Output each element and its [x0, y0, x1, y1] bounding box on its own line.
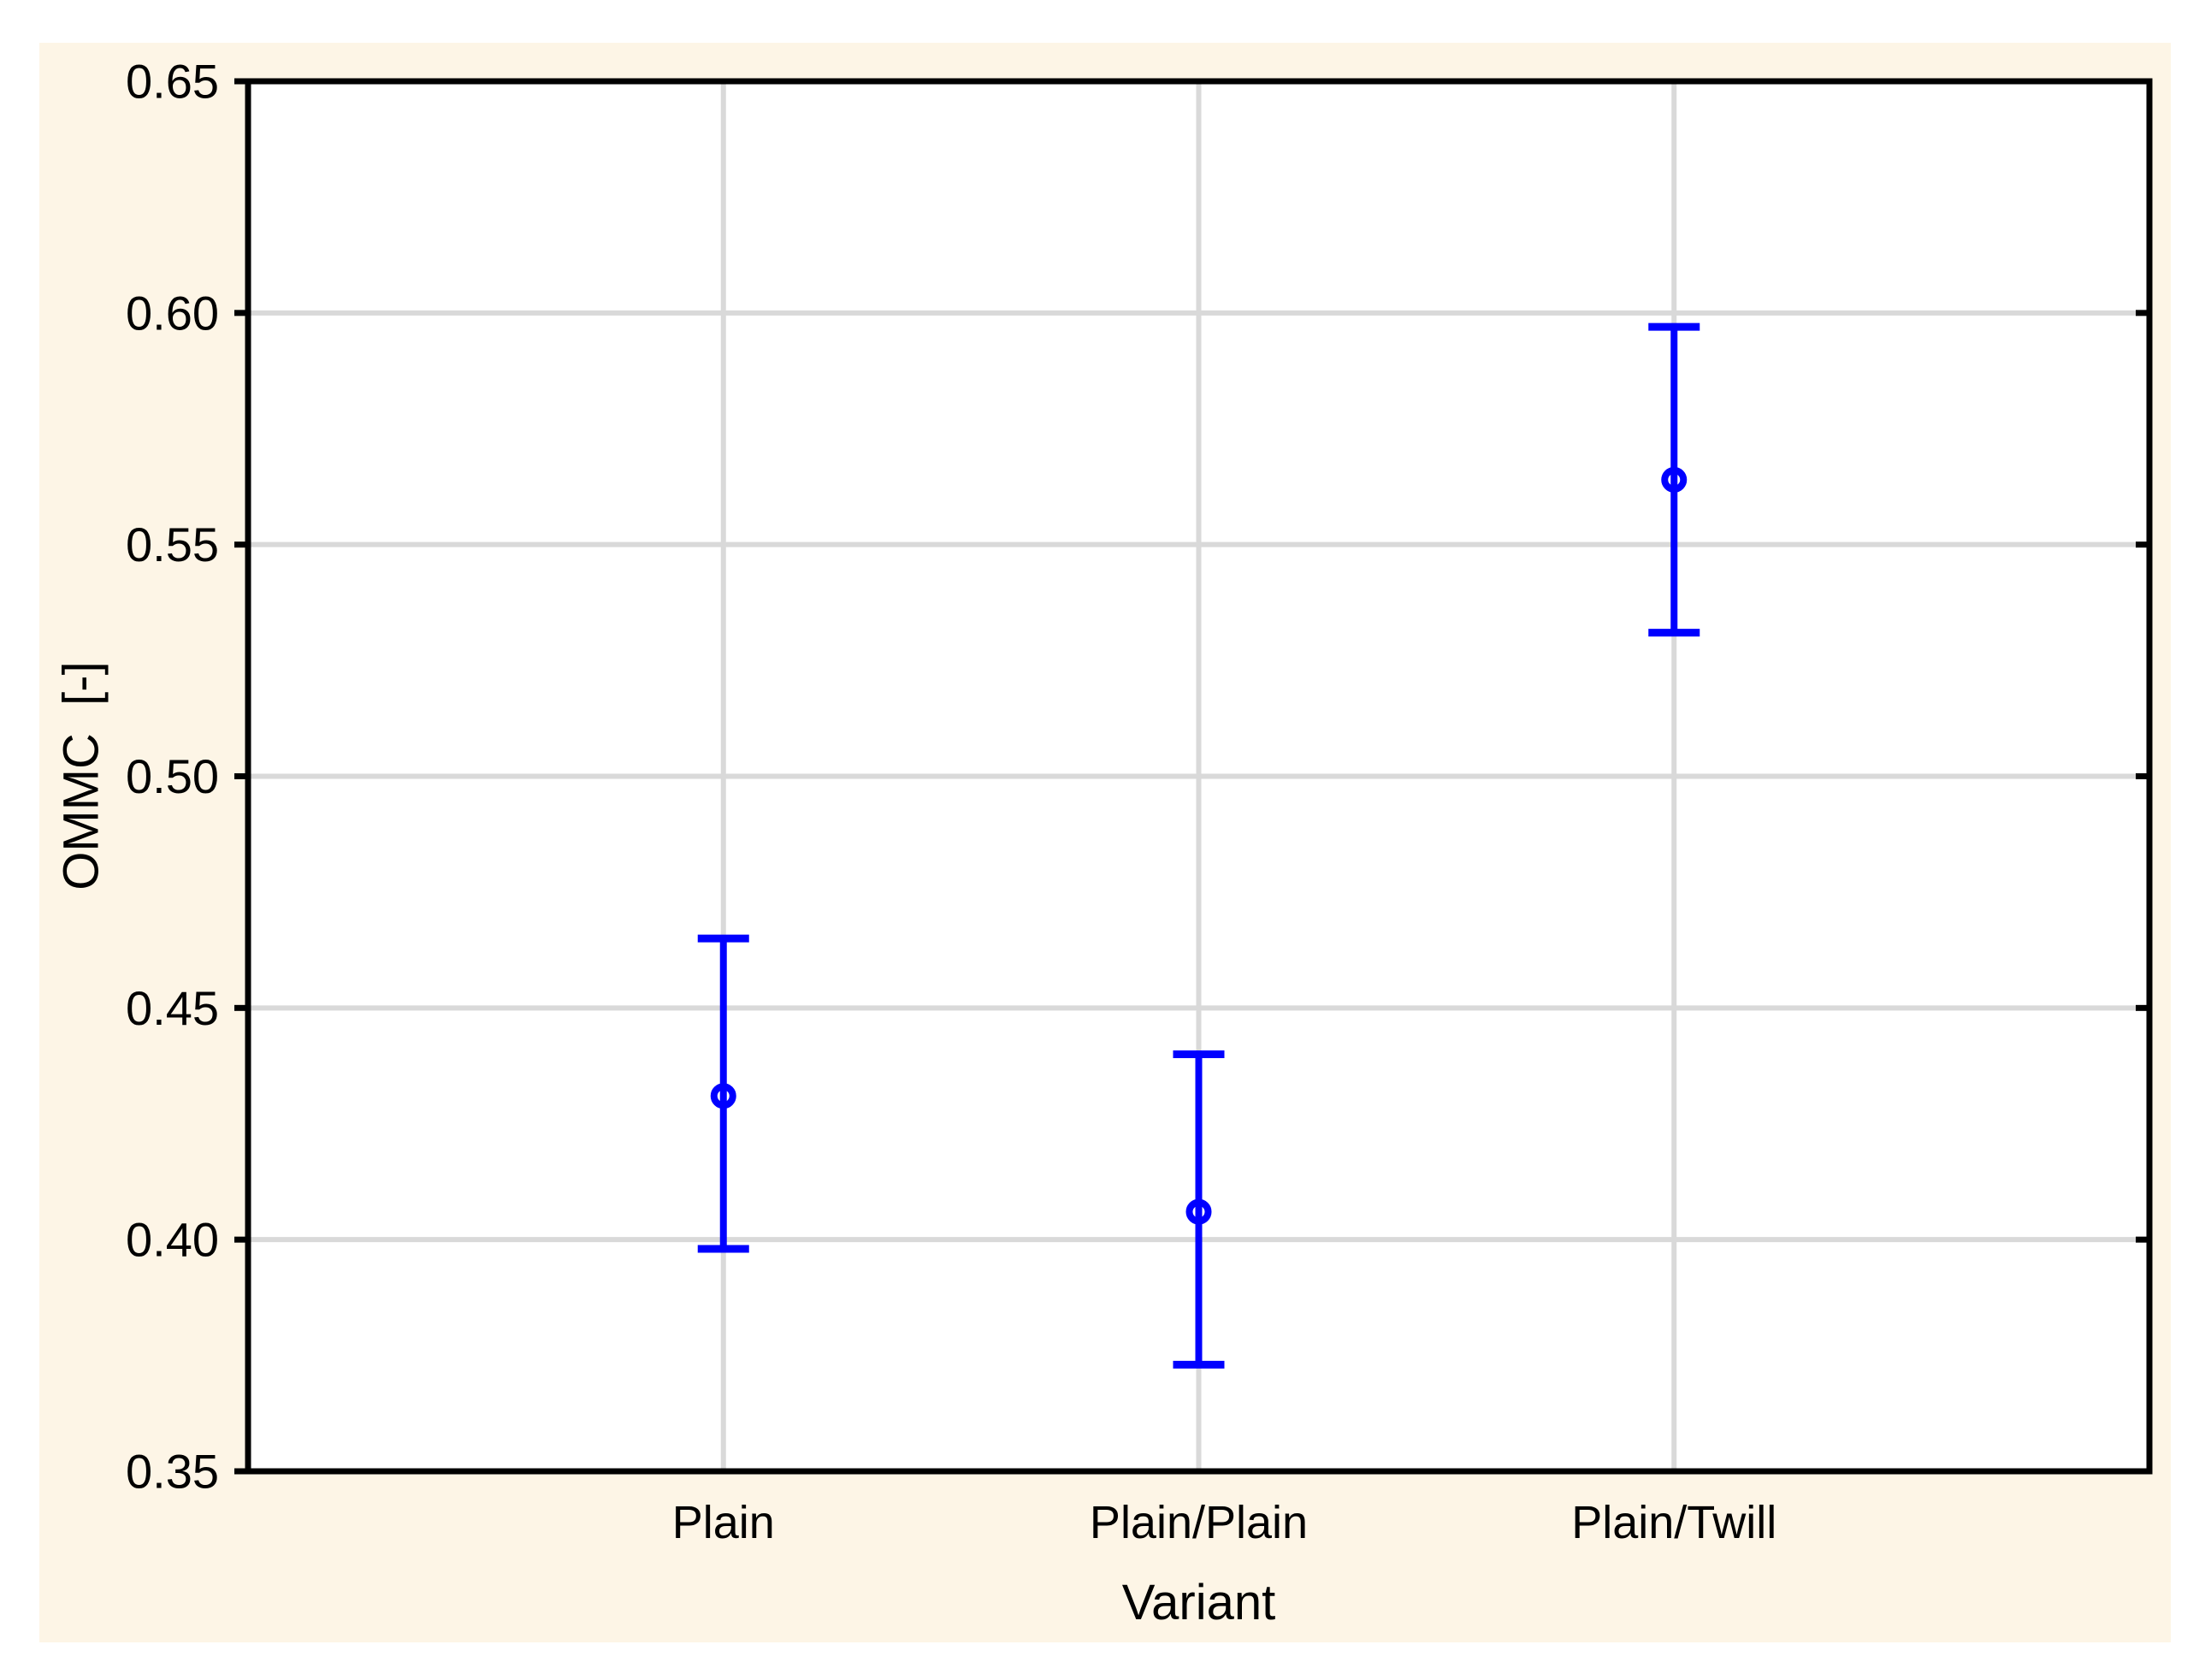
mean-marker [1185, 1198, 1212, 1225]
x-category-label: Plain/Twill [1571, 1497, 1776, 1548]
y-tick-label: 0.65 [126, 55, 219, 109]
y-axis-title: OMMC [-] [53, 661, 109, 890]
x-category-label: Plain [672, 1497, 775, 1548]
x-axis-title: Variant [1121, 1575, 1276, 1630]
y-tick-label: 0.55 [126, 518, 219, 571]
y-tick-label: 0.40 [126, 1213, 219, 1267]
mean-marker [1661, 466, 1688, 493]
y-tick-label: 0.35 [126, 1445, 219, 1499]
y-tick-label: 0.60 [126, 286, 219, 340]
y-tick-label: 0.50 [126, 749, 219, 803]
x-category-label: Plain/Plain [1090, 1497, 1308, 1548]
y-tick-label: 0.45 [126, 981, 219, 1035]
mean-marker [710, 1083, 736, 1109]
